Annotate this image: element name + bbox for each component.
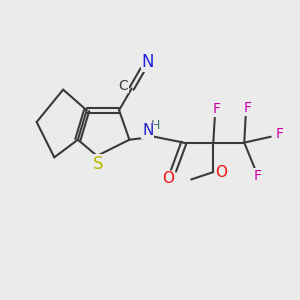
Text: F: F: [212, 102, 220, 116]
Text: C: C: [118, 79, 128, 93]
Text: O: O: [162, 171, 174, 186]
Text: S: S: [93, 155, 104, 173]
Text: N: N: [142, 53, 154, 71]
Text: F: F: [254, 169, 262, 183]
Text: F: F: [243, 101, 251, 115]
Text: H: H: [151, 119, 160, 132]
Text: N: N: [142, 123, 154, 138]
Text: F: F: [276, 127, 283, 141]
Text: O: O: [216, 165, 228, 180]
